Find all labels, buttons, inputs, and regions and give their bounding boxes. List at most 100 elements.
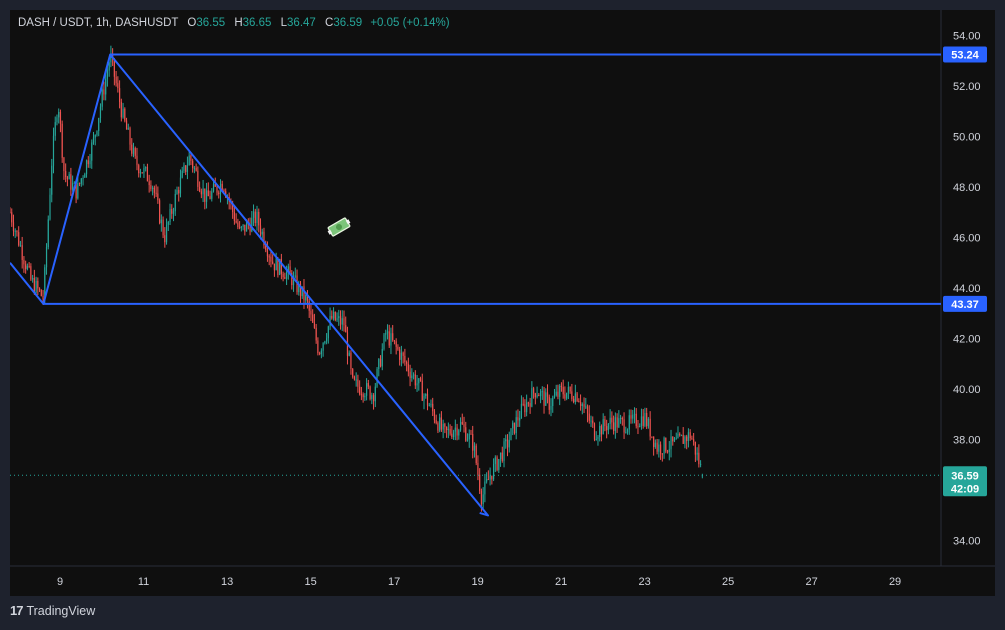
candle-body	[432, 403, 434, 412]
candle-body	[480, 490, 483, 505]
price-tick-label: 44.00	[953, 283, 981, 295]
money-icon[interactable]	[326, 217, 352, 237]
candle-body	[534, 393, 536, 398]
candle-body	[327, 326, 329, 339]
candle-body	[252, 211, 255, 218]
candle-body	[647, 418, 650, 427]
candle-body	[16, 230, 18, 233]
candle-body	[138, 165, 140, 174]
candle-body	[277, 258, 279, 275]
candle-body	[120, 101, 122, 118]
candle-body	[536, 394, 538, 398]
time-tick-label: 25	[722, 576, 734, 588]
candle-body	[498, 459, 500, 470]
candle-body	[172, 211, 175, 214]
candle-body	[675, 438, 677, 440]
candle-body	[458, 430, 460, 436]
candle-body	[407, 363, 409, 372]
candle-body	[289, 266, 291, 273]
candle-body	[651, 436, 653, 438]
candle-body	[527, 402, 529, 404]
candle-body	[472, 434, 474, 451]
candle-body	[258, 211, 260, 226]
candle-body	[195, 167, 197, 171]
path-drawing[interactable]	[10, 53, 490, 517]
candle-body	[204, 188, 206, 202]
tradingview-branding[interactable]: 17 TradingView	[10, 603, 95, 618]
candle-body	[110, 53, 112, 63]
candle-body	[588, 413, 590, 421]
candle-body	[590, 420, 592, 422]
price-chart[interactable]: 34.0036.0038.0040.0042.0044.0046.0048.00…	[10, 10, 995, 596]
candle-body	[136, 155, 138, 166]
candle-body	[573, 398, 575, 403]
candle-body	[621, 418, 623, 420]
candle-body	[21, 245, 23, 260]
candle-body	[192, 160, 194, 169]
price-line-badge	[943, 46, 987, 63]
candle-body	[632, 414, 634, 419]
candle-body	[613, 422, 615, 431]
close-value: 36.59	[333, 17, 363, 29]
candle-body	[672, 436, 674, 442]
candle-body	[94, 134, 96, 138]
candle-body	[232, 203, 234, 212]
candle-body	[557, 391, 559, 397]
candle-body	[245, 222, 248, 232]
candle-body	[459, 421, 462, 431]
candle-body	[174, 193, 176, 212]
candle-body	[425, 394, 427, 396]
candle-body	[32, 278, 34, 280]
candle-body	[541, 391, 543, 393]
candle-body	[23, 259, 25, 265]
time-tick-label: 9	[57, 576, 63, 588]
candle-body	[670, 436, 672, 450]
candle-body	[661, 453, 663, 455]
candle-body	[171, 209, 173, 214]
candle-body	[66, 177, 69, 180]
tradingview-logo-icon: 17	[10, 603, 24, 618]
candle-body	[548, 396, 550, 410]
candle-body	[85, 160, 88, 175]
candle-body	[287, 266, 289, 272]
candle-body	[200, 191, 202, 195]
candle-body	[152, 187, 154, 189]
candle-body	[409, 371, 411, 378]
candle-body	[616, 417, 618, 428]
candle-body	[468, 433, 470, 440]
candle-body	[506, 439, 509, 448]
candle-body	[310, 310, 312, 315]
candle-body	[653, 436, 655, 447]
candle-body	[456, 427, 458, 436]
candle-body	[131, 144, 133, 154]
candle-body	[47, 219, 49, 248]
candle-body	[473, 445, 476, 451]
candle-body	[353, 376, 356, 380]
candle-body	[193, 167, 195, 169]
candle-body	[399, 349, 401, 360]
candle-body	[125, 120, 128, 130]
candle-body	[402, 352, 404, 356]
candle-body	[581, 404, 583, 407]
candle-body	[503, 441, 505, 461]
candle-body	[141, 172, 143, 174]
candle-body	[524, 404, 526, 413]
candle-body	[320, 350, 322, 354]
candle-body	[597, 436, 599, 439]
candle-body	[181, 170, 183, 178]
candle-body	[139, 172, 142, 174]
last-price-badge	[943, 466, 987, 497]
candle-body	[679, 433, 681, 436]
candle-body	[155, 192, 157, 194]
price-tick-label: 34.00	[953, 536, 981, 548]
candle-body	[205, 190, 208, 202]
candle-body	[129, 128, 131, 145]
change-value: +0.05 (+0.14%)	[370, 17, 450, 29]
candle-body	[479, 474, 481, 491]
candle-body	[545, 392, 547, 406]
candle-body	[397, 346, 399, 350]
candle-body	[19, 245, 22, 247]
candle-body	[567, 386, 569, 393]
candle-body	[207, 190, 209, 197]
chart-frame[interactable]: 34.0036.0038.0040.0042.0044.0046.0048.00…	[10, 10, 995, 596]
